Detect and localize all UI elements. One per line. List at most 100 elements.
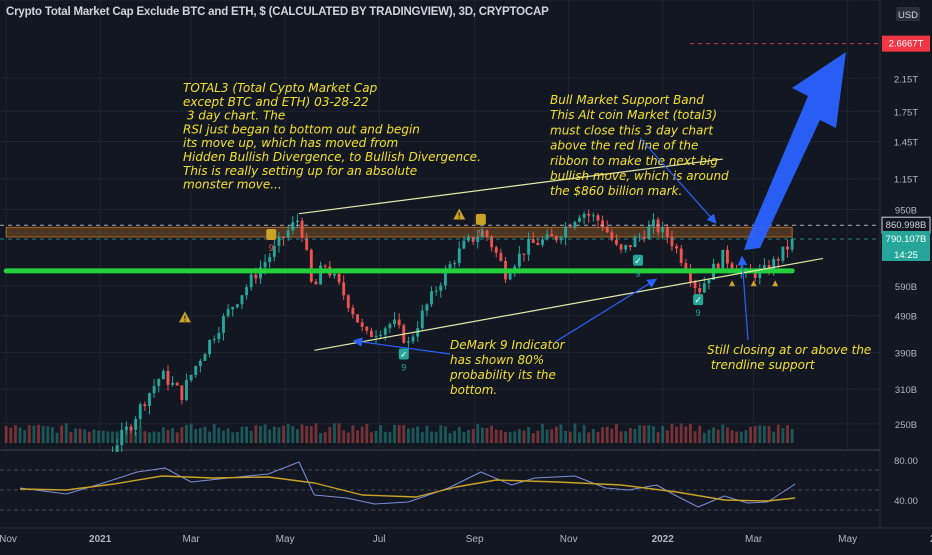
volume-bar bbox=[485, 427, 489, 443]
volume-bar bbox=[291, 425, 295, 443]
demark-count: 9 bbox=[478, 228, 483, 238]
markers: 9 9 ✓ 9 ✓ 9 ✓ 9!! bbox=[178, 208, 779, 372]
countdown-box bbox=[882, 247, 930, 262]
candle-body bbox=[619, 244, 623, 250]
volume-bar bbox=[786, 425, 789, 443]
volume-bar bbox=[263, 424, 267, 443]
x-tick-label: Nov bbox=[0, 534, 17, 545]
y-tick-label: 1.75T bbox=[894, 107, 918, 118]
volume-bar bbox=[513, 431, 517, 443]
volume-bar bbox=[245, 426, 249, 443]
volume-bar bbox=[217, 427, 221, 443]
volume-bar bbox=[152, 431, 156, 443]
volume-bar bbox=[286, 424, 290, 443]
candle-body bbox=[369, 330, 373, 338]
pointer-arrow bbox=[737, 255, 749, 341]
price-label-box bbox=[882, 35, 930, 52]
x-tick-label: May bbox=[838, 534, 857, 545]
candle-body bbox=[397, 319, 401, 326]
annotation-support-band-line: This Alt coin Market (total3) bbox=[550, 108, 717, 122]
volume-bar bbox=[457, 426, 461, 443]
candle-body bbox=[702, 283, 706, 293]
volume-bar bbox=[161, 427, 165, 443]
annotation-demark: DeMark 9 Indicator has shown 80% probabili… bbox=[449, 338, 566, 397]
candle-body bbox=[240, 295, 244, 305]
candle-body bbox=[522, 253, 526, 255]
candle-body bbox=[457, 248, 461, 264]
volume-bar bbox=[767, 426, 771, 443]
candle-body bbox=[337, 273, 341, 283]
volume-bar bbox=[656, 432, 660, 443]
volume-bar bbox=[536, 430, 540, 443]
volume-bar bbox=[476, 424, 480, 443]
volume-bar bbox=[9, 427, 13, 443]
candle-body bbox=[610, 232, 614, 240]
candle-body bbox=[148, 393, 151, 407]
volume-bar bbox=[356, 430, 359, 443]
candle-body bbox=[790, 238, 794, 250]
volume-bar bbox=[462, 431, 466, 443]
volume-bar bbox=[46, 426, 50, 443]
volume-bar bbox=[517, 429, 521, 443]
demark-sell-box bbox=[475, 213, 486, 225]
candle-body bbox=[152, 385, 156, 394]
candle-body bbox=[476, 237, 480, 242]
annotations: TOTAL3 (Total Cypto Market Cap except BTC… bbox=[183, 52, 871, 397]
volume-bar bbox=[578, 432, 581, 443]
volume-bar bbox=[480, 427, 484, 443]
x-tick-label: Nov bbox=[560, 534, 578, 545]
chart-title: Crypto Total Market Cap Exclude BTC and … bbox=[6, 6, 549, 18]
annotation-total3: TOTAL3 (Total Cypto Market Cap except BTC… bbox=[183, 81, 481, 192]
y-tick-label: 1.45T bbox=[894, 138, 918, 149]
candle-body bbox=[115, 445, 119, 453]
volume-bar bbox=[124, 428, 128, 443]
candle-body bbox=[416, 328, 420, 337]
volume-bar bbox=[739, 431, 743, 443]
volume-bar bbox=[434, 431, 438, 443]
candle-body bbox=[721, 249, 725, 269]
candle-body bbox=[698, 288, 702, 293]
candle-body bbox=[665, 227, 669, 237]
volume-bar bbox=[365, 424, 369, 443]
volume-bar bbox=[615, 423, 618, 443]
candle-body bbox=[157, 379, 161, 386]
candle-body bbox=[541, 239, 544, 245]
candle-body bbox=[268, 256, 272, 262]
volume-bar bbox=[693, 431, 697, 443]
x-tick-label: 27 bbox=[930, 534, 932, 545]
volume-bar bbox=[332, 423, 336, 443]
volume-bar bbox=[360, 426, 364, 443]
candle-body bbox=[730, 263, 734, 269]
candle-body bbox=[129, 426, 133, 431]
candle-body bbox=[314, 281, 318, 285]
currency-badge-label: USD bbox=[898, 10, 918, 21]
candle-body bbox=[647, 226, 651, 240]
candle-body bbox=[462, 240, 466, 249]
warning-mark: ! bbox=[184, 314, 187, 323]
demark-buy-label: ✓ bbox=[694, 295, 702, 305]
volume-bar bbox=[753, 426, 757, 443]
trendline bbox=[314, 257, 824, 351]
warning-marker bbox=[178, 311, 191, 323]
volume-bar bbox=[504, 431, 507, 443]
candle-body bbox=[716, 263, 720, 269]
volume-bar bbox=[87, 431, 91, 443]
volume-bar bbox=[106, 431, 110, 443]
annotation-support-band-line: the $860 billion mark. bbox=[550, 184, 682, 198]
warning-mark: ! bbox=[458, 212, 461, 221]
candle-body bbox=[180, 385, 184, 400]
volume-bar bbox=[319, 433, 322, 443]
volume-bar bbox=[342, 430, 346, 443]
candle-body bbox=[545, 234, 549, 240]
volume-bar bbox=[171, 428, 175, 443]
candle-body bbox=[578, 217, 581, 222]
volume-bar bbox=[781, 428, 785, 443]
volume-bar bbox=[351, 425, 355, 443]
volume-bar bbox=[573, 423, 577, 443]
candle-body bbox=[309, 249, 313, 282]
candle-body bbox=[277, 236, 281, 246]
volume-bar bbox=[115, 431, 119, 443]
candle-body bbox=[725, 249, 729, 264]
